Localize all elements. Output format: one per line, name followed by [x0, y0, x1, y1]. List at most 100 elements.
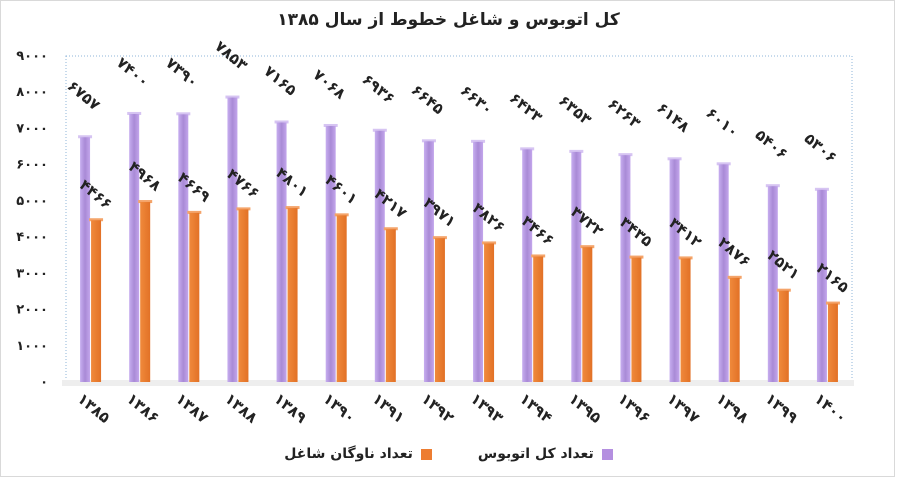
bar-active-fleet	[778, 290, 789, 382]
bar-total-buses-cap	[372, 128, 387, 132]
bar-active-fleet	[238, 209, 249, 382]
bar-active-fleet-cap	[531, 254, 546, 258]
bar-total-buses-cap	[176, 112, 191, 116]
bar-active-fleet	[631, 257, 642, 382]
bar-total-buses	[620, 155, 631, 382]
bar-active-fleet-cap	[825, 301, 840, 305]
bar-active-fleet-cap	[432, 236, 447, 240]
bar-total-buses	[374, 130, 385, 382]
bar-total-buses	[571, 151, 582, 382]
x-tick-label: ۱۳۸۸	[221, 390, 261, 427]
bar-total-buses	[276, 122, 287, 383]
y-tick-label: ۷۰۰۰	[16, 121, 48, 136]
bar-total-buses	[129, 113, 140, 382]
bar-total-buses-cap	[421, 139, 436, 143]
y-tick-label: ۴۰۰۰	[16, 230, 48, 245]
bar-active-fleet-cap	[334, 213, 349, 217]
bar-total-buses-cap	[765, 184, 780, 188]
y-tick-label: ۸۰۰۰	[16, 85, 48, 100]
bar-total-buses-cap	[569, 149, 584, 153]
bar-active-fleet-cap	[236, 207, 251, 211]
chart-title: کل اتوبوس و شاغل خطوط از سال ۱۳۸۵	[277, 10, 620, 30]
x-tick-label: ۱۳۹۰	[320, 390, 360, 427]
bar-total-buses	[80, 137, 91, 382]
y-tick-label: ۱۰۰۰	[16, 339, 48, 354]
bar-total-buses-cap	[274, 120, 289, 124]
bar-active-fleet	[287, 208, 298, 382]
legend-label-active-fleet: تعداد ناوگان شاغل	[284, 446, 413, 462]
x-tick-label: ۱۳۹۵	[565, 390, 605, 427]
bar-total-buses-cap	[667, 157, 682, 161]
x-tick-label: ۱۳۸۷	[172, 390, 212, 427]
y-tick-label: ۶۰۰۰	[16, 158, 48, 173]
bar-active-fleet	[827, 303, 838, 382]
bar-total-buses-cap	[323, 123, 338, 127]
bar-active-fleet-cap	[187, 210, 202, 214]
bar-active-fleet-cap	[383, 227, 398, 231]
legend-swatch-purple	[601, 448, 613, 460]
bar-total-buses-cap	[618, 153, 633, 157]
bar-total-buses	[816, 189, 827, 382]
bar-active-fleet-cap	[727, 275, 742, 279]
x-tick-label: ۱۳۹۷	[663, 390, 703, 427]
bar-active-fleet-cap	[678, 256, 693, 260]
bar-total-buses-cap	[127, 111, 142, 115]
bar-total-buses	[669, 159, 680, 382]
bar-active-fleet	[91, 220, 102, 382]
bar-active-fleet	[680, 258, 691, 382]
bar-total-buses	[178, 114, 189, 382]
x-tick-label: ۱۳۸۹	[270, 390, 310, 427]
x-tick-label: ۱۳۸۵	[74, 390, 114, 427]
x-tick-label: ۱۳۹۱	[369, 390, 409, 427]
y-tick-label: ۹۰۰۰	[16, 49, 48, 64]
bar-active-fleet-cap	[482, 241, 497, 245]
bar-total-buses	[522, 149, 533, 382]
bar-total-buses	[718, 164, 729, 382]
x-tick-label: ۱۳۹۴	[516, 390, 556, 427]
bar-total-buses-cap	[225, 95, 240, 99]
bar-total-buses-cap	[716, 162, 731, 166]
x-tick-label: ۱۳۹۲	[418, 390, 458, 427]
x-tick-label: ۱۳۹۶	[614, 390, 654, 427]
bar-active-fleet	[336, 215, 347, 382]
bar-active-fleet-cap	[89, 218, 104, 222]
bar-total-buses	[767, 186, 778, 382]
bar-active-fleet	[582, 247, 593, 382]
bar-active-fleet	[533, 256, 544, 382]
y-tick-label: ۵۰۰۰	[16, 194, 48, 209]
bar-total-buses	[325, 125, 336, 383]
x-tick-label: ۱۳۸۶	[123, 390, 163, 427]
bar-active-fleet-cap	[285, 206, 300, 210]
x-tick-label: ۱۳۹۹	[762, 390, 802, 427]
y-tick-label: ۰	[40, 375, 48, 390]
y-tick-label: ۲۰۰۰	[16, 303, 48, 318]
bar-active-fleet	[385, 229, 396, 382]
bar-active-fleet-cap	[629, 255, 644, 259]
legend: تعداد کل اتوبوس تعداد ناوگان شاغل	[0, 446, 897, 462]
x-tick-label: ۱۴۰۰	[811, 390, 851, 427]
bar-total-buses	[227, 97, 238, 383]
bar-active-fleet	[140, 202, 151, 382]
legend-item-active-fleet: تعداد ناوگان شاغل	[284, 446, 432, 462]
bar-active-fleet	[484, 243, 495, 382]
bar-total-buses	[473, 141, 484, 382]
bar-active-fleet-cap	[580, 245, 595, 249]
bar-total-buses	[423, 141, 434, 382]
bar-total-buses-cap	[78, 135, 93, 139]
bar-active-fleet-cap	[776, 288, 791, 292]
bar-active-fleet	[434, 238, 445, 382]
legend-label-total-buses: تعداد کل اتوبوس	[477, 446, 594, 462]
bar-total-buses-cap	[814, 187, 829, 191]
floor-shadow	[62, 380, 854, 386]
legend-item-total-buses: تعداد کل اتوبوس	[478, 446, 613, 462]
bar-active-fleet-cap	[138, 200, 153, 204]
bar-active-fleet	[189, 212, 200, 382]
legend-swatch-orange	[420, 448, 432, 460]
bar-active-fleet	[729, 277, 740, 382]
x-tick-label: ۱۳۹۸	[713, 390, 753, 427]
x-tick-label: ۱۳۹۳	[467, 390, 507, 427]
bar-total-buses-cap	[471, 139, 486, 143]
y-tick-label: ۳۰۰۰	[16, 266, 48, 281]
bar-total-buses-cap	[520, 147, 535, 151]
